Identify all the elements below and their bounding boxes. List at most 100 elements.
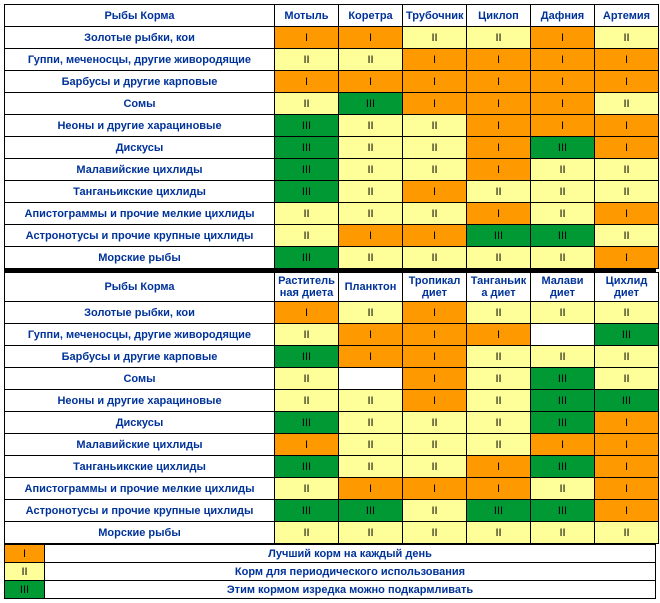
cell: I xyxy=(531,434,595,456)
cell: II xyxy=(339,49,403,71)
row-label: Неоны и другие харациновые xyxy=(5,390,275,412)
legend-swatch: III xyxy=(5,581,45,599)
cell: I xyxy=(595,71,659,93)
row-label: Дискусы xyxy=(5,137,275,159)
legend-text: Корм для периодического использования xyxy=(45,563,656,581)
row-label: Неоны и другие харациновые xyxy=(5,115,275,137)
row-label: Астронотусы и прочие крупные цихлиды xyxy=(5,225,275,247)
cell: II xyxy=(339,247,403,269)
table-row: Неоны и другие харациновыеIIIIIIIIII xyxy=(5,115,659,137)
cell: III xyxy=(339,93,403,115)
cell: II xyxy=(595,93,659,115)
cell: I xyxy=(595,456,659,478)
cell: I xyxy=(403,478,467,500)
cell: I xyxy=(531,115,595,137)
cell: II xyxy=(595,225,659,247)
cell: I xyxy=(275,71,339,93)
cell: II xyxy=(275,478,339,500)
cell: II xyxy=(403,456,467,478)
col-0: Раститель ная диета xyxy=(275,273,339,302)
cell: II xyxy=(339,412,403,434)
cell: II xyxy=(339,522,403,544)
cell: I xyxy=(595,500,659,522)
cell: I xyxy=(531,27,595,49)
cell: I xyxy=(467,478,531,500)
cell: II xyxy=(595,522,659,544)
header-label: Рыбы Корма xyxy=(5,273,275,302)
cell: II xyxy=(403,434,467,456)
cell: II xyxy=(275,49,339,71)
header-label: Рыбы Корма xyxy=(5,5,275,27)
cell: I xyxy=(275,27,339,49)
cell: II xyxy=(467,181,531,203)
table-row: Малавийские цихлидыIIIIIIIIIIII xyxy=(5,159,659,181)
cell: I xyxy=(595,203,659,225)
cell: I xyxy=(403,71,467,93)
cell: II xyxy=(595,346,659,368)
row-label: Малавийские цихлиды xyxy=(5,159,275,181)
cell: I xyxy=(467,324,531,346)
cell: III xyxy=(531,225,595,247)
cell: II xyxy=(275,368,339,390)
cell: II xyxy=(467,434,531,456)
table-row: СомыIIIIIIIIII xyxy=(5,93,659,115)
cell: II xyxy=(595,159,659,181)
cell: III xyxy=(595,390,659,412)
cell: II xyxy=(339,137,403,159)
cell: III xyxy=(531,412,595,434)
col-3: Циклоп xyxy=(467,5,531,27)
cell: III xyxy=(467,225,531,247)
cell: II xyxy=(275,522,339,544)
cell: I xyxy=(403,302,467,324)
cell: II xyxy=(531,478,595,500)
cell: I xyxy=(595,137,659,159)
row-label: Малавийские цихлиды xyxy=(5,434,275,456)
cell: II xyxy=(467,346,531,368)
cell: II xyxy=(403,137,467,159)
col-5: Цихлид диет xyxy=(595,273,659,302)
cell: III xyxy=(531,500,595,522)
cell: I xyxy=(275,302,339,324)
cell: I xyxy=(595,247,659,269)
cell: II xyxy=(531,203,595,225)
cell: II xyxy=(339,159,403,181)
legend-swatch: II xyxy=(5,563,45,581)
table-row: ДискусыIIIIIIIIIIIII xyxy=(5,412,659,434)
cell: II xyxy=(531,302,595,324)
cell: II xyxy=(467,247,531,269)
cell: II xyxy=(595,27,659,49)
cell: I xyxy=(531,71,595,93)
row-label: Астронотусы и прочие крупные цихлиды xyxy=(5,500,275,522)
cell: III xyxy=(531,368,595,390)
table-row: Астронотусы и прочие крупные цихлиды IIII… xyxy=(5,500,659,522)
cell: II xyxy=(467,27,531,49)
col-2: Тропикал диет xyxy=(403,273,467,302)
cell: II xyxy=(595,302,659,324)
table-row: Гуппи, меченосцы, другие живородящиеIIII… xyxy=(5,324,659,346)
cell: II xyxy=(339,390,403,412)
cell: II xyxy=(403,115,467,137)
cell: III xyxy=(275,115,339,137)
cell: I xyxy=(595,434,659,456)
cell: I xyxy=(467,93,531,115)
cell: III xyxy=(275,137,339,159)
cell: III xyxy=(275,247,339,269)
legend: IЛучший корм на каждый деньIIКорм для пе… xyxy=(4,544,656,599)
cell: II xyxy=(403,159,467,181)
row-label: Золотые рыбки, кои xyxy=(5,27,275,49)
cell: III xyxy=(595,324,659,346)
cell: III xyxy=(275,159,339,181)
table-row: Неоны и другие харациновыеIIIIIIIIIIIII xyxy=(5,390,659,412)
cell: II xyxy=(595,368,659,390)
cell: I xyxy=(339,324,403,346)
cell: II xyxy=(339,434,403,456)
col-1: Планктон xyxy=(339,273,403,302)
table-row: Золотые рыбки, коиIIIIIIIIII xyxy=(5,302,659,324)
cell: I xyxy=(339,346,403,368)
cell: II xyxy=(403,412,467,434)
table-row: Астронотусы и прочие крупные цихлидыIIII… xyxy=(5,225,659,247)
cell: II xyxy=(403,27,467,49)
cell: II xyxy=(531,159,595,181)
table-row: Морские рыбыIIIIIIIIIIII xyxy=(5,522,659,544)
cell: I xyxy=(339,225,403,247)
